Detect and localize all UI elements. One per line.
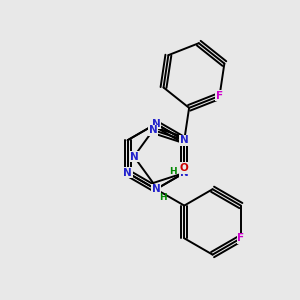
Text: N: N <box>149 125 158 135</box>
Text: F: F <box>237 233 244 243</box>
Text: H: H <box>160 193 167 202</box>
Text: H: H <box>169 167 177 176</box>
Text: N: N <box>152 184 160 194</box>
Text: N: N <box>180 168 189 178</box>
Text: N: N <box>123 168 132 178</box>
Text: F: F <box>216 91 223 101</box>
Text: N: N <box>152 119 160 129</box>
Text: O: O <box>180 163 189 173</box>
Text: N: N <box>180 135 189 145</box>
Text: N: N <box>130 152 138 161</box>
